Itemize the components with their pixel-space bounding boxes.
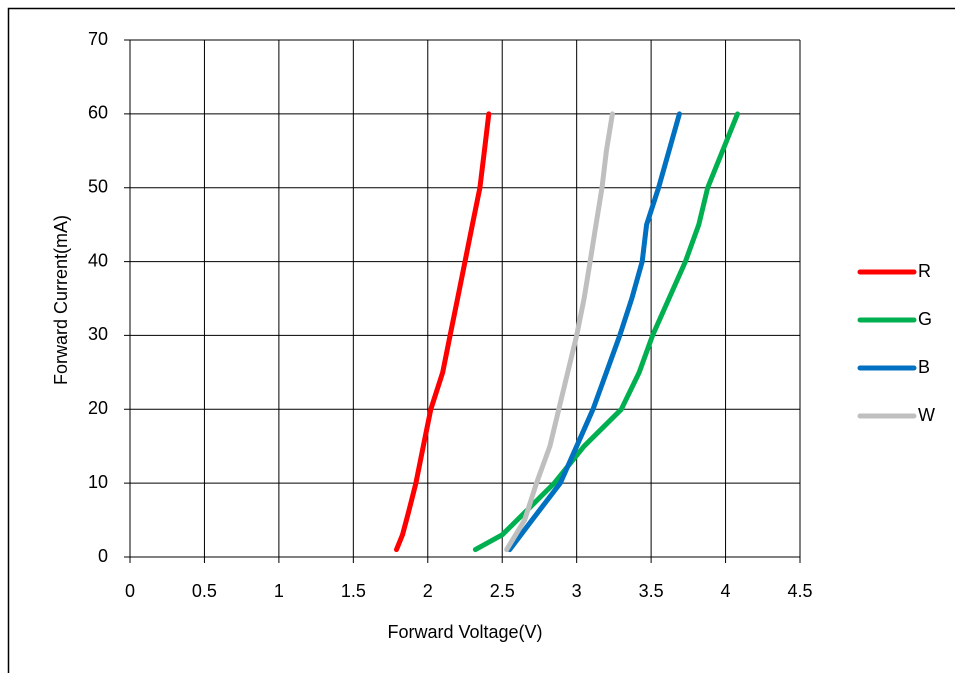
frame <box>7 7 955 673</box>
series-line <box>472 111 740 553</box>
x-tick-label: 0.5 <box>192 581 217 601</box>
x-tick-label: 3.5 <box>639 581 664 601</box>
y-axis-label: Forward Current(mA) <box>51 215 71 385</box>
y-tick-label: 10 <box>88 472 108 492</box>
legend-label: B <box>918 357 930 377</box>
x-tick-label: 0 <box>125 581 135 601</box>
x-tick-label: 4.5 <box>787 581 812 601</box>
series-line <box>504 111 615 553</box>
legend-label: R <box>918 261 931 281</box>
x-tick-label: 1.5 <box>341 581 366 601</box>
y-tick-label: 0 <box>98 546 108 566</box>
series-line <box>507 111 682 553</box>
x-tick-label: 3 <box>572 581 582 601</box>
y-tick-label: 70 <box>88 29 108 49</box>
x-tick-label: 4 <box>721 581 731 601</box>
y-tick-label: 20 <box>88 398 108 418</box>
x-tick-label: 2.5 <box>490 581 515 601</box>
y-tick-label: 60 <box>88 103 108 123</box>
y-tick-label: 30 <box>88 324 108 344</box>
series-line <box>394 111 492 553</box>
y-tick-label: 40 <box>88 250 108 270</box>
y-tick-label: 50 <box>88 176 108 196</box>
legend-label: G <box>918 309 932 329</box>
legend-label: W <box>918 405 935 425</box>
x-axis-label: Forward Voltage(V) <box>387 622 542 642</box>
x-tick-label: 2 <box>423 581 433 601</box>
x-tick-label: 1 <box>274 581 284 601</box>
